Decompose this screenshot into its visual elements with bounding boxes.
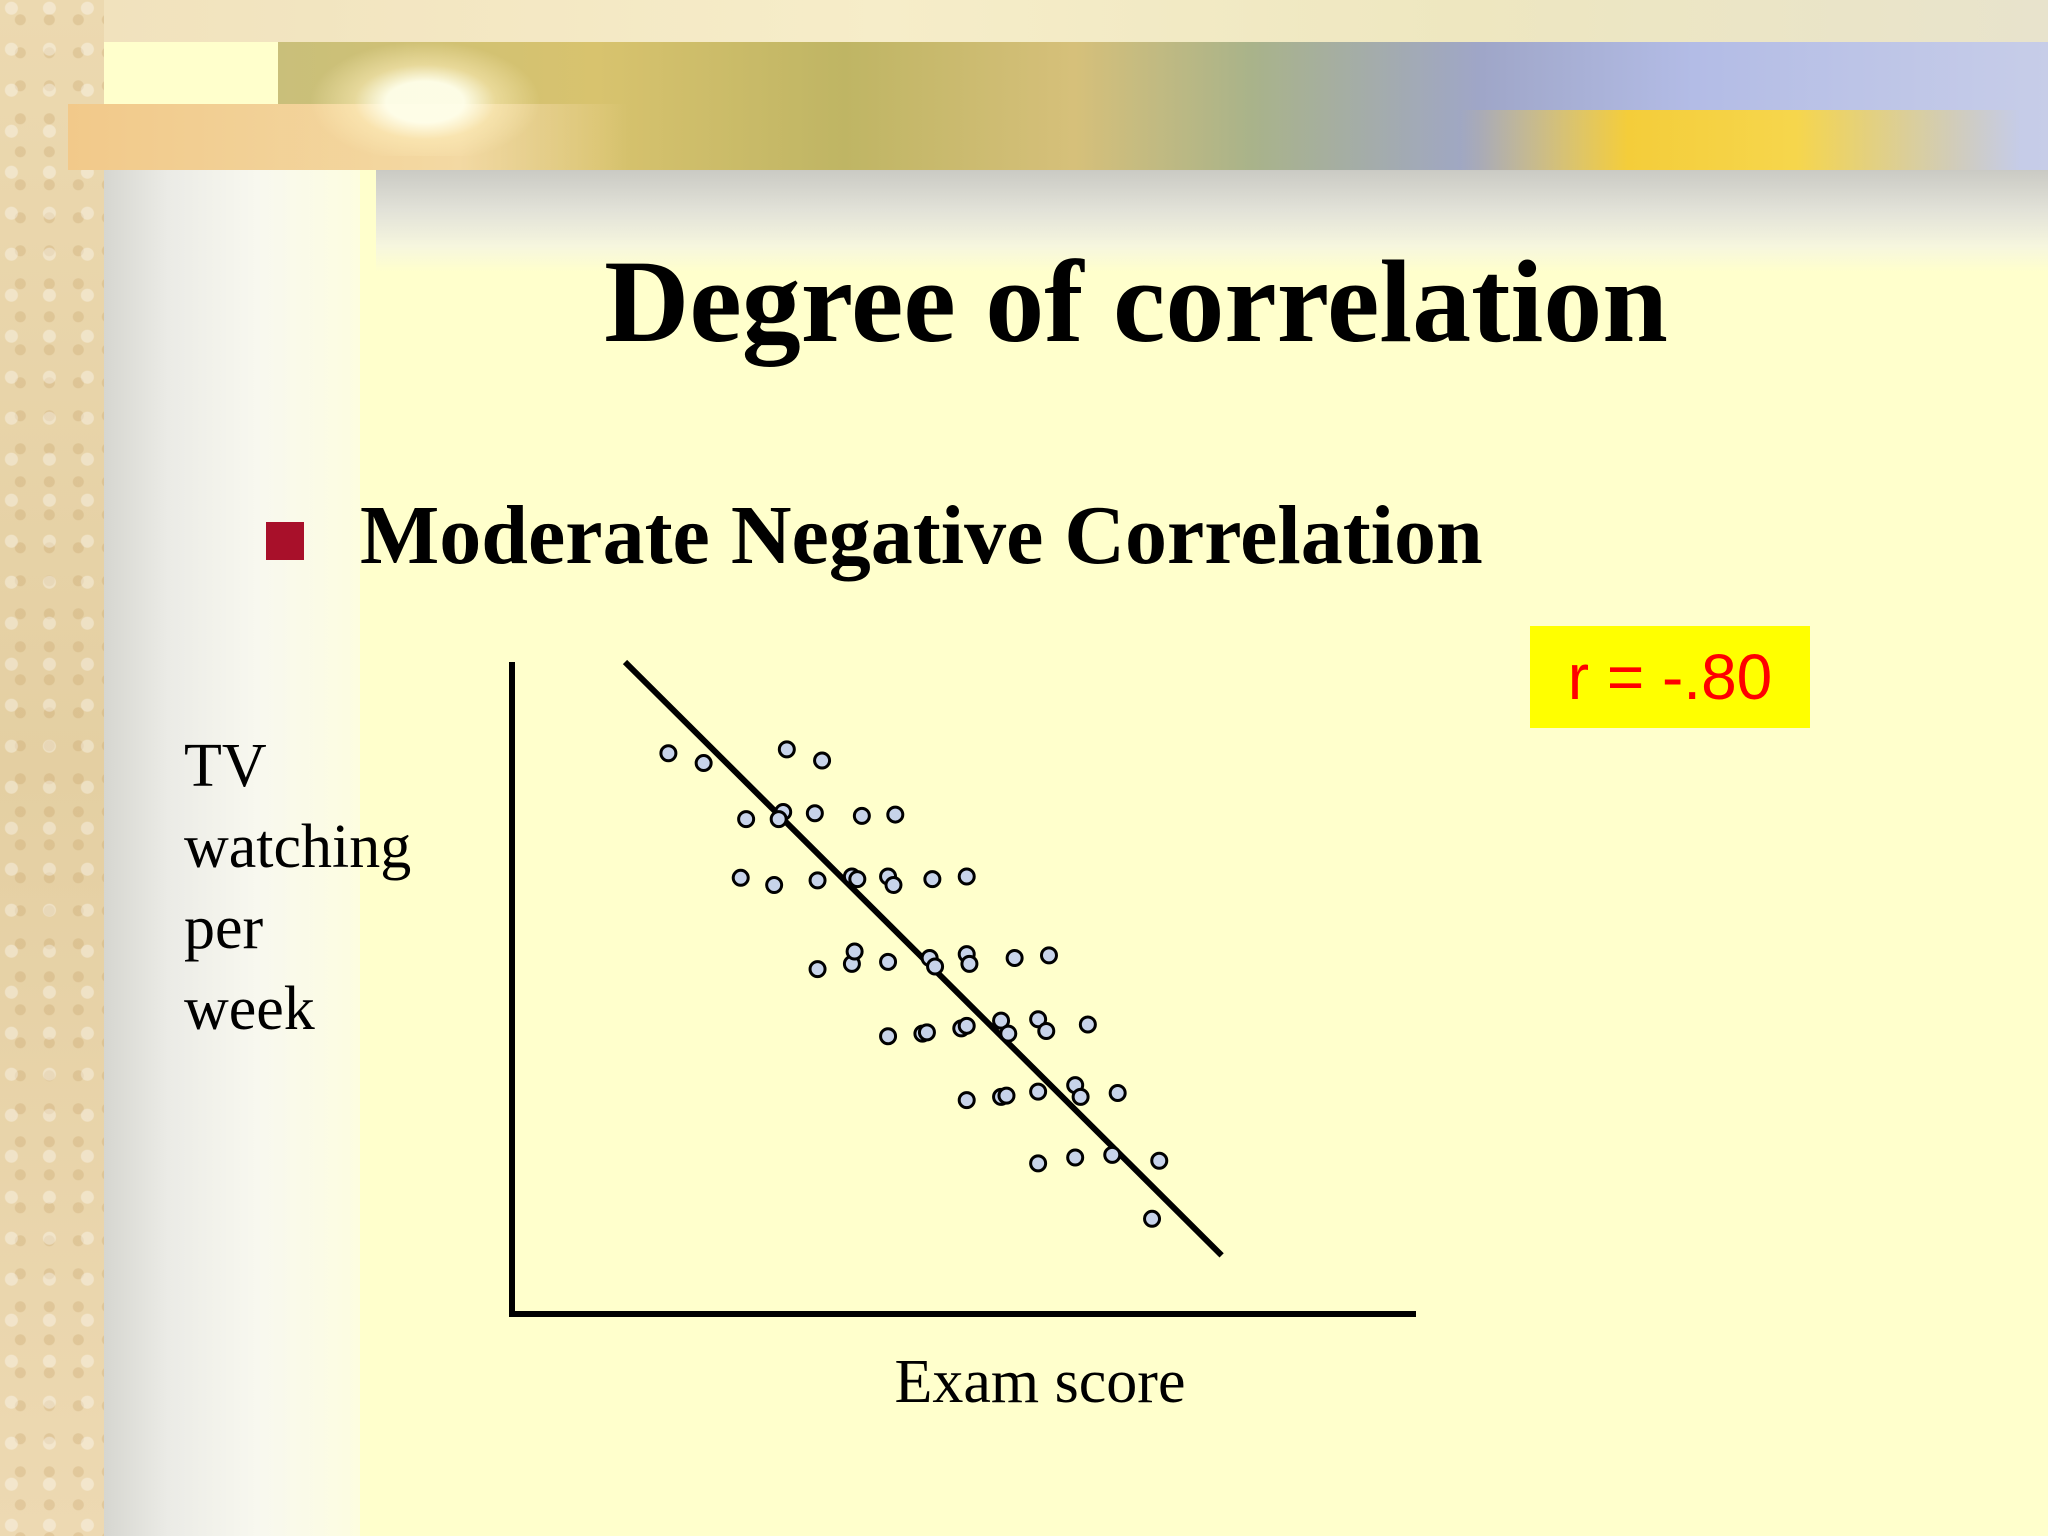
scatter-point — [1029, 1154, 1048, 1173]
scatter-point — [999, 1024, 1018, 1043]
scatter-point — [1029, 1082, 1048, 1101]
scatter-point — [926, 957, 945, 976]
scatter-point — [808, 871, 827, 890]
y-axis-label-line: per — [184, 894, 264, 962]
data-points — [659, 740, 1169, 1228]
scatter-point — [879, 952, 898, 971]
scatter-point — [992, 1011, 1011, 1030]
y-axis-label-line: TV — [184, 732, 267, 800]
scatter-point — [997, 1086, 1016, 1105]
scatter-point — [737, 810, 756, 829]
scatter-point — [957, 867, 976, 886]
correlation-coefficient-badge: r = -.80 — [1530, 626, 1810, 728]
scatter-point — [957, 1091, 976, 1110]
scatter-point — [1005, 949, 1024, 968]
scatter-point — [808, 960, 827, 979]
scatter-point — [923, 870, 942, 889]
scatter-point — [805, 804, 824, 823]
banner-gold-accent — [1460, 110, 2020, 170]
scatter-point — [1150, 1151, 1169, 1170]
scatter-point — [765, 875, 784, 894]
scatter-point — [1029, 1010, 1048, 1029]
bullet-text: Moderate Negative Correlation — [360, 489, 1483, 582]
scatter-point — [813, 751, 832, 770]
scatter-point — [1103, 1145, 1122, 1164]
scatter-point — [1037, 1022, 1056, 1041]
x-axis-label: Exam score — [894, 1348, 1186, 1416]
scatter-point — [1078, 1015, 1097, 1034]
scatter-point — [884, 875, 903, 894]
bullet-square-icon — [266, 522, 304, 560]
left-pillar-decoration — [104, 170, 360, 1536]
scatter-point — [1108, 1083, 1127, 1102]
scatter-point — [1143, 1209, 1162, 1228]
scatter-point — [845, 942, 864, 961]
title-shadow-band — [376, 170, 2048, 272]
left-texture-strip — [0, 0, 104, 1536]
scatter-point — [879, 1027, 898, 1046]
y-axis-label-line: week — [184, 975, 315, 1043]
scatter-point — [917, 1023, 936, 1042]
scatter-point — [769, 810, 788, 829]
scatter-point — [731, 868, 750, 887]
scatter-point — [960, 954, 979, 973]
scatter-point — [777, 740, 796, 759]
scatter-point — [694, 754, 713, 773]
scatter-point — [886, 805, 905, 824]
scatter-point — [848, 870, 867, 889]
scatter-point — [1039, 946, 1058, 965]
scatter-point — [1071, 1087, 1090, 1106]
slide-title: Degree of correlation — [604, 236, 1668, 367]
scatter-point — [659, 744, 678, 763]
scatter-point — [1066, 1148, 1085, 1167]
top-texture-strip — [104, 0, 2048, 42]
scatter-point — [957, 1016, 976, 1035]
banner-flower-highlight — [300, 36, 550, 156]
scatter-point — [852, 806, 871, 825]
y-axis-label: TV watching per week — [184, 726, 474, 1050]
y-axis-label-line: watching — [184, 813, 412, 881]
